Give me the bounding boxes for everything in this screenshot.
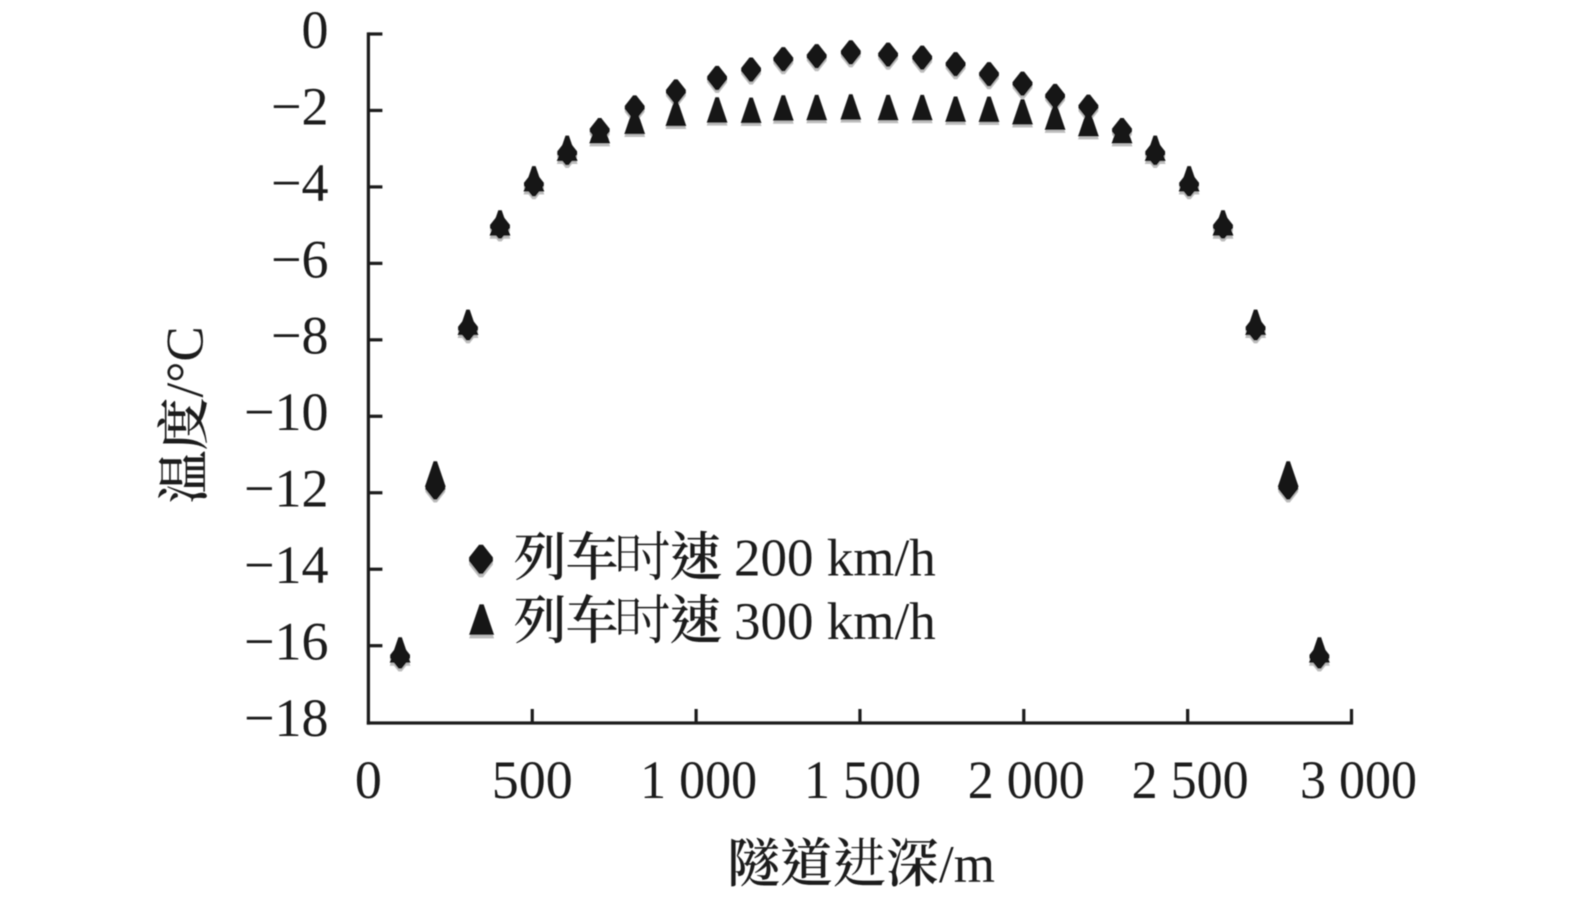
svg-text:0: 0 <box>355 750 382 810</box>
svg-text:1 000: 1 000 <box>640 750 757 810</box>
svg-text:2 500: 2 500 <box>1132 750 1249 810</box>
svg-text:300 km/h: 300 km/h <box>734 593 936 651</box>
svg-text:/°C: /°C <box>157 326 215 397</box>
svg-text:−18: −18 <box>244 688 328 748</box>
svg-text:−4: −4 <box>271 153 328 213</box>
svg-text:−16: −16 <box>244 612 328 672</box>
svg-text:−8: −8 <box>271 306 328 366</box>
svg-text:−6: −6 <box>271 229 328 289</box>
svg-text:2 000: 2 000 <box>968 750 1085 810</box>
svg-text:500: 500 <box>492 750 573 810</box>
svg-text:−2: −2 <box>271 76 328 136</box>
svg-text:−12: −12 <box>244 459 328 519</box>
svg-text:200 km/h: 200 km/h <box>734 530 936 588</box>
svg-text:−14: −14 <box>244 535 328 595</box>
svg-text:3 000: 3 000 <box>1300 750 1417 810</box>
svg-text:0: 0 <box>302 0 329 60</box>
svg-text:1 500: 1 500 <box>804 750 921 810</box>
svg-text:−10: −10 <box>244 382 328 442</box>
svg-text:/m: /m <box>939 836 995 894</box>
